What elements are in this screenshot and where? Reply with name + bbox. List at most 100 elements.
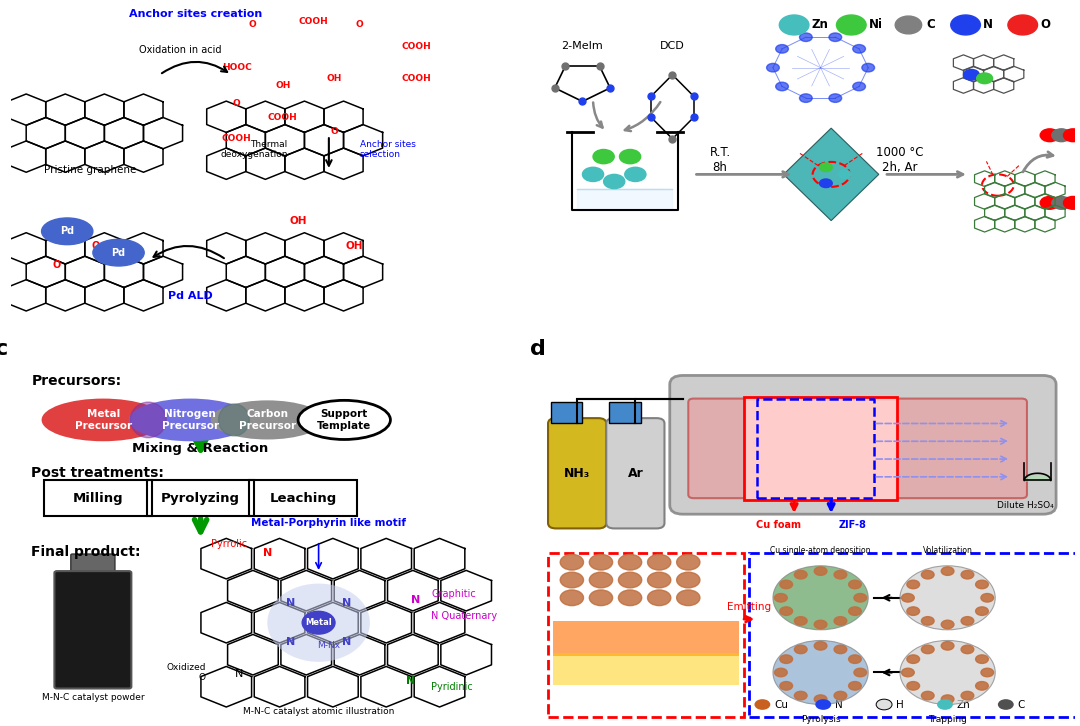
Text: COOH: COOH	[268, 113, 298, 122]
Polygon shape	[784, 128, 879, 221]
Circle shape	[814, 695, 827, 703]
Text: Cu single-atom deposition: Cu single-atom deposition	[770, 546, 870, 555]
Text: O: O	[355, 20, 364, 30]
Circle shape	[767, 63, 780, 72]
Circle shape	[561, 555, 583, 570]
Text: Thermal
deoxygenation: Thermal deoxygenation	[220, 140, 288, 159]
Circle shape	[834, 616, 847, 625]
Circle shape	[677, 572, 700, 588]
Text: N: N	[286, 637, 295, 648]
Circle shape	[799, 33, 812, 41]
Circle shape	[853, 82, 865, 91]
Ellipse shape	[218, 404, 249, 436]
Text: Milling: Milling	[72, 492, 123, 505]
Text: Pd: Pd	[111, 248, 125, 258]
Text: Pd ALD: Pd ALD	[168, 291, 213, 301]
Text: COOH: COOH	[221, 134, 252, 143]
Circle shape	[876, 699, 892, 710]
Text: Emitting: Emitting	[727, 602, 771, 612]
Circle shape	[921, 691, 934, 700]
Circle shape	[590, 572, 612, 588]
Text: Carbon
Precursor: Carbon Precursor	[239, 409, 296, 431]
Circle shape	[774, 668, 787, 677]
Text: Graphitic: Graphitic	[432, 590, 476, 599]
Circle shape	[902, 668, 915, 677]
Text: NH₃: NH₃	[564, 467, 591, 480]
Circle shape	[942, 620, 954, 629]
Circle shape	[895, 16, 921, 34]
Text: 2-MeIm: 2-MeIm	[562, 41, 604, 52]
Circle shape	[773, 566, 868, 629]
Text: O: O	[92, 240, 99, 250]
Circle shape	[677, 555, 700, 570]
Circle shape	[775, 44, 788, 53]
Circle shape	[775, 82, 788, 91]
Circle shape	[677, 590, 700, 605]
FancyBboxPatch shape	[54, 571, 132, 688]
Circle shape	[780, 655, 793, 664]
Circle shape	[961, 571, 974, 579]
Circle shape	[1052, 197, 1071, 209]
FancyBboxPatch shape	[609, 402, 640, 423]
Ellipse shape	[131, 402, 166, 438]
Text: Post treatments:: Post treatments:	[31, 466, 164, 481]
Circle shape	[921, 571, 934, 579]
Text: N: N	[983, 18, 993, 31]
Circle shape	[648, 555, 671, 570]
Text: Metal: Metal	[306, 619, 332, 627]
Circle shape	[582, 167, 604, 182]
Circle shape	[838, 170, 851, 179]
Circle shape	[975, 607, 988, 616]
Text: N Quaternary: N Quaternary	[432, 611, 498, 621]
Circle shape	[961, 691, 974, 700]
Circle shape	[814, 567, 827, 576]
Circle shape	[907, 655, 919, 664]
Text: H: H	[895, 700, 904, 709]
Circle shape	[1052, 129, 1071, 142]
Text: N: N	[342, 637, 351, 648]
Text: Ar: Ar	[627, 467, 644, 480]
Circle shape	[795, 645, 807, 653]
Circle shape	[961, 645, 974, 653]
Text: O: O	[1040, 18, 1050, 31]
FancyBboxPatch shape	[606, 418, 664, 529]
Text: Pyrolysis: Pyrolysis	[800, 715, 840, 724]
Circle shape	[773, 640, 868, 704]
Text: Volatilization: Volatilization	[922, 546, 972, 555]
Text: M-Nx: M-Nx	[318, 641, 340, 650]
Circle shape	[975, 655, 988, 664]
Text: Zn: Zn	[811, 18, 828, 31]
Circle shape	[829, 94, 841, 102]
Circle shape	[561, 590, 583, 605]
Circle shape	[648, 572, 671, 588]
Ellipse shape	[41, 218, 93, 245]
Circle shape	[1064, 129, 1080, 142]
FancyBboxPatch shape	[553, 621, 739, 656]
Circle shape	[902, 594, 915, 602]
Circle shape	[963, 70, 980, 80]
Circle shape	[853, 44, 865, 53]
FancyBboxPatch shape	[744, 397, 897, 500]
Circle shape	[625, 167, 646, 182]
Text: DCD: DCD	[660, 41, 685, 52]
Text: ZIF-8: ZIF-8	[838, 520, 866, 529]
Circle shape	[961, 616, 974, 625]
Ellipse shape	[129, 399, 252, 441]
Text: COOH: COOH	[401, 74, 431, 83]
Circle shape	[780, 682, 793, 690]
Circle shape	[590, 555, 612, 570]
FancyBboxPatch shape	[688, 399, 1027, 498]
Circle shape	[854, 668, 866, 677]
Text: R.T.
8h: R.T. 8h	[710, 146, 730, 174]
Circle shape	[1064, 197, 1080, 209]
Text: N: N	[411, 595, 421, 605]
FancyBboxPatch shape	[670, 375, 1056, 514]
Circle shape	[921, 616, 934, 625]
Text: Cu foam: Cu foam	[756, 520, 800, 529]
Circle shape	[900, 566, 996, 629]
Text: O: O	[53, 260, 62, 270]
Circle shape	[834, 691, 847, 700]
Circle shape	[648, 590, 671, 605]
Text: COOH: COOH	[401, 42, 431, 51]
Circle shape	[755, 699, 770, 710]
